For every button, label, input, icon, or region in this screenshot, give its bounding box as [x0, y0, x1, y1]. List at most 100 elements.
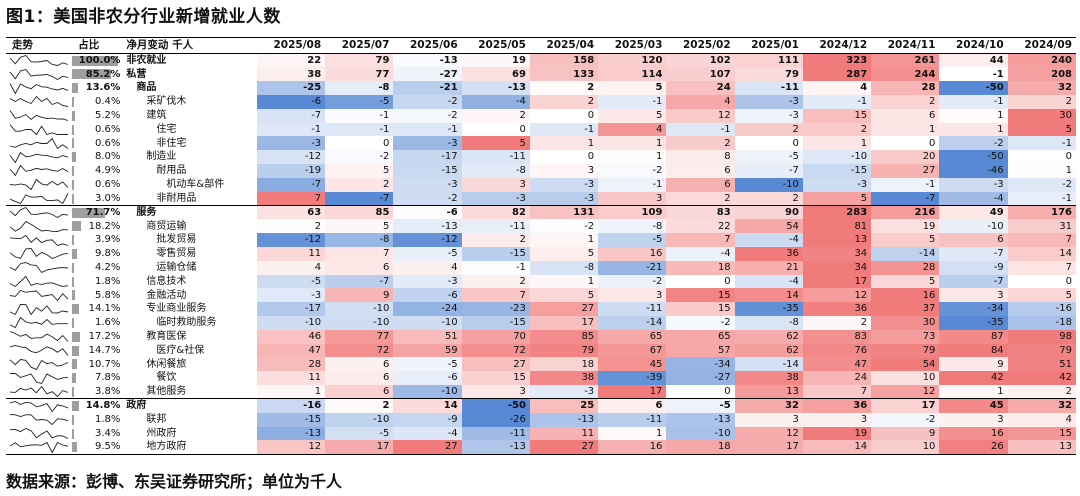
value-cell: 0 [529, 108, 599, 123]
share-value: 14.7% [88, 344, 121, 356]
value-cell: 1 [529, 233, 599, 247]
value-cell: -10 [393, 384, 462, 399]
share-bar [72, 359, 78, 370]
value-cell: -12 [256, 150, 326, 164]
value-cell: 107 [666, 67, 735, 82]
value-cell: 1 [529, 136, 599, 151]
trend-line [9, 289, 69, 301]
trend-sparkline [9, 344, 69, 356]
share-value: 3.4% [95, 427, 121, 439]
share-bar [72, 304, 79, 315]
value-cell: 26 [939, 440, 1008, 455]
share-bar [72, 345, 79, 356]
share-bar [72, 56, 119, 66]
value-cell: 42 [1007, 371, 1076, 385]
figure-title: 图1：美国非农分行业新增就业人数 [6, 7, 281, 27]
value-cell: -14 [598, 315, 667, 330]
value-cell: 1 [1007, 163, 1076, 178]
value-cell: 13 [802, 233, 872, 247]
value-cell: -2 [393, 108, 462, 123]
value-cell: 7 [1007, 260, 1076, 275]
trend-line [9, 344, 69, 356]
trend-sparkline [9, 96, 69, 108]
value-cell: -13 [256, 426, 326, 441]
value-cell: 9 [939, 357, 1008, 372]
value-cell: 17 [598, 384, 667, 399]
value-cell: 79 [734, 67, 803, 82]
value-cell: 15 [666, 302, 735, 316]
trend-cell [6, 371, 72, 385]
category-name: 非农就业 [122, 53, 257, 68]
value-cell: 19 [871, 219, 940, 234]
value-cell: 28 [256, 357, 326, 372]
trend-cell [6, 123, 72, 137]
value-cell: -2 [325, 150, 394, 164]
share-bar [72, 235, 75, 246]
value-cell: -11 [461, 150, 530, 164]
share-bar [72, 221, 81, 232]
table-row: 0.6% 住宅 -1 -1 -1 0 -1 4 -1 2 2 1 1 5 [6, 122, 1076, 137]
value-cell: 10 [871, 371, 940, 385]
value-cell: 6 [325, 260, 394, 275]
value-cell: -26 [461, 412, 530, 427]
value-cell: 114 [598, 67, 667, 82]
value-cell: 72 [325, 343, 394, 358]
value-cell: -12 [256, 233, 326, 247]
value-cell: 11 [529, 426, 599, 441]
table-row: 3.4% 州政府 -13 -5 -4 -11 11 1 -10 12 19 9 16 15 [6, 426, 1076, 441]
value-cell: -4 [393, 426, 462, 441]
value-cell: 16 [598, 440, 667, 455]
value-cell: -2 [529, 219, 599, 234]
trend-cell [6, 316, 72, 330]
value-cell: 4 [666, 95, 735, 109]
value-cell: -1 [461, 260, 530, 275]
value-cell: 5 [325, 219, 394, 234]
value-cell: 76 [802, 343, 872, 358]
value-cell: 323 [802, 53, 872, 68]
value-cell: 2 [802, 315, 872, 330]
value-cell: 24 [666, 81, 735, 95]
value-cell: 16 [939, 426, 1008, 441]
value-cell: -1 [598, 177, 667, 192]
value-cell: 5 [529, 288, 599, 303]
share-cell: 0.6% [72, 123, 122, 137]
table-row: 3.9% 批发贸易 -12 -8 -12 2 1 -5 7 -4 13 5 6 7 [6, 233, 1076, 247]
value-cell: 18 [666, 440, 735, 455]
trend-line [9, 110, 69, 122]
header-period: 2025/03 [598, 37, 667, 54]
trend-sparkline [10, 372, 69, 384]
share-value: 18.2% [88, 220, 121, 232]
trend-line [10, 372, 69, 384]
trend-line [9, 124, 68, 136]
trend-line [9, 55, 69, 67]
value-cell: -2 [1007, 177, 1076, 192]
header-row: 走势 占比 净月变动 千人 2025/08 2025/07 2025/06 2025/… [6, 37, 1076, 54]
trend-sparkline [9, 137, 69, 149]
value-cell: 38 [529, 371, 599, 385]
trend-line [9, 427, 69, 439]
value-cell: 6 [939, 233, 1008, 247]
value-cell: -1 [802, 95, 872, 109]
value-cell: 14 [734, 288, 803, 303]
share-value: 71.7% [85, 206, 121, 218]
share-bar [72, 428, 74, 439]
value-cell: 1 [256, 384, 326, 399]
category-name: 零售贸易 [156, 248, 197, 260]
share-cell: 5.8% [72, 288, 122, 302]
value-cell: 158 [529, 53, 599, 68]
trend-line [9, 137, 69, 149]
value-cell: -19 [256, 163, 326, 178]
value-cell: -1 [666, 122, 735, 137]
value-cell: 244 [871, 67, 940, 82]
value-cell: 85 [325, 204, 394, 220]
share-value: 4.9% [95, 165, 121, 177]
table-row: 1.8% 信息技术 -5 -7 -3 2 1 -2 0 -4 17 5 -7 0 [6, 274, 1076, 289]
value-cell: 2 [461, 233, 530, 247]
trend-cell [6, 275, 72, 289]
value-cell: 120 [598, 53, 667, 68]
value-cell: -15 [461, 315, 530, 330]
value-cell: -3 [734, 108, 803, 123]
value-cell: 176 [1007, 204, 1076, 220]
value-cell: 3 [461, 177, 530, 192]
value-cell: 42 [939, 371, 1008, 385]
